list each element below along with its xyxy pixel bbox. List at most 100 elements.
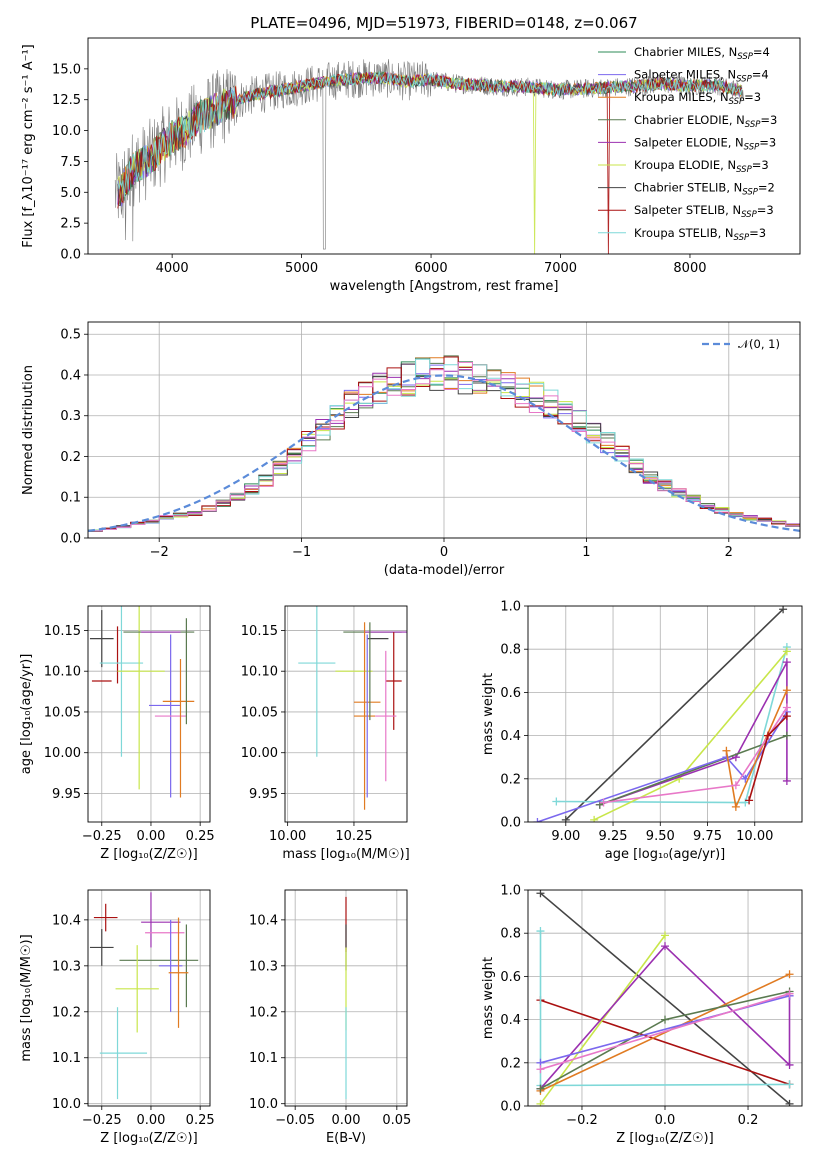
x-tick-label: −1 (292, 545, 311, 560)
x-axis-label: mass [log₁₀(M/M☉)] (282, 847, 409, 862)
residuals-panel: −2 −1 0 1 2 0.0 0.1 0.2 0.3 0.4 0.5 (data-model)/er… (21, 321, 801, 578)
weight-point-marker (785, 1060, 794, 1069)
x-tick-label: 0.00 (136, 829, 165, 844)
legend-label: Chabrier ELODIE, NSSP=3 (634, 113, 777, 130)
weight-point-marker (731, 781, 740, 790)
spectrum-panel: 4000 5000 6000 7000 8000 0.0 2.5 5.0 7.5 10.0 12.5… (21, 14, 801, 294)
x-axis-label: E(B-V) (326, 1131, 366, 1146)
x-tick-label: 0.00 (136, 1113, 165, 1128)
y-tick-label: 0.0 (500, 1100, 521, 1115)
weight-point-marker (782, 703, 791, 712)
y-tick-label: 1.0 (500, 600, 521, 615)
legend-label: Kroupa MILES, NSSP=3 (634, 90, 761, 107)
weight-point-marker (782, 776, 791, 785)
x-tick-label: 8000 (673, 261, 706, 276)
weight-point-marker (763, 731, 772, 740)
weight-vs-Z-frame (527, 889, 803, 1107)
x-tick-label: 0.0 (655, 1113, 676, 1128)
y-tick-label: 10.1 (52, 1051, 81, 1066)
weight-vs-Z-panel: −0.2 0.0 0.2 0.0 0.2 0.4 0.6 0.8 1.0 Z [log₁₀(Z/Z… (481, 884, 803, 1146)
x-tick-label: 6000 (415, 261, 448, 276)
weight-point-marker (782, 731, 791, 740)
weight-point-marker (782, 712, 791, 721)
y-tick-label: 9.95 (52, 787, 81, 802)
x-tick-label: 0.00 (332, 1113, 361, 1128)
x-axis-label: (data-model)/error (384, 563, 505, 578)
x-tick-label: 5000 (285, 261, 318, 276)
y-tick-label: 2.5 (60, 217, 81, 232)
weight-point-marker (779, 606, 788, 614)
x-tick-label: 9.75 (693, 829, 722, 844)
y-tick-label: 0.1 (60, 491, 81, 506)
x-axis-label: Z [log₁₀(Z/Z☉)] (100, 1131, 197, 1146)
y-tick-label: 0.4 (500, 729, 521, 744)
y-tick-label: 10.2 (52, 1005, 81, 1020)
x-tick-label: 7000 (544, 261, 577, 276)
x-tick-label: 10.00 (736, 829, 773, 844)
y-tick-label: 0.6 (500, 970, 521, 985)
weight-point-marker (785, 1099, 794, 1106)
age-vs-mass-frame (284, 605, 408, 823)
residuals-frame (87, 321, 801, 539)
y-tick-label: 10.0 (249, 1097, 278, 1112)
y-tick-label: 0.8 (500, 643, 521, 658)
mass-vs-Z-panel: −0.25 0.00 0.25 10.0 10.1 10.2 10.3 10.4 Z [log₁… (19, 889, 215, 1146)
y-tick-label: 10.05 (44, 705, 81, 720)
weight-vs-age-plot-area (528, 606, 802, 822)
y-axis-label: mass weight (481, 957, 496, 1039)
x-tick-label: 2 (725, 545, 733, 560)
weight-point-marker (561, 815, 570, 822)
weight-point-marker (536, 1099, 545, 1106)
spectrum-legend: Chabrier MILES, NSSP=4 Salpeter MILES, NS… (598, 45, 777, 243)
y-tick-label: 10.4 (249, 913, 278, 928)
mass-vs-Z-frame (87, 889, 211, 1107)
weight-point-marker (536, 927, 545, 936)
x-tick-label: 0.25 (186, 829, 215, 844)
legend-label: Kroupa STELIB, NSSP=3 (634, 226, 766, 243)
weight-point-marker (536, 890, 545, 898)
x-axis-label: Z [log₁₀(Z/Z☉)] (616, 1131, 713, 1146)
y-tick-label: 10.2 (249, 1005, 278, 1020)
y-tick-label: 10.00 (44, 746, 81, 761)
x-tick-label: −2 (150, 545, 169, 560)
y-tick-label: 10.3 (249, 959, 278, 974)
x-axis-label: wavelength [Angstrom, rest frame] (330, 279, 559, 294)
weight-series-line (599, 661, 788, 806)
y-tick-label: 0.0 (60, 248, 81, 263)
weight-series-line (540, 973, 790, 1092)
y-axis-label: Flux [f_λ10⁻¹⁷ erg cm⁻² s⁻¹ A⁻¹] (21, 44, 36, 248)
y-tick-label: 10.3 (52, 959, 81, 974)
weight-point-marker (661, 1015, 669, 1024)
legend-label: Kroupa ELODIE, NSSP=3 (634, 158, 769, 175)
chart-title: PLATE=0496, MJD=51973, FIBERID=0148, z=0… (250, 14, 637, 32)
y-axis-label: Normed distribution (21, 365, 36, 495)
weight-point-marker (785, 970, 794, 979)
weight-point-marker (536, 1084, 545, 1093)
y-tick-label: 10.0 (52, 1097, 81, 1112)
y-tick-label: 10.4 (52, 913, 81, 928)
mass-vs-EBV-plot-area (285, 890, 407, 1106)
weight-point-marker (599, 798, 608, 807)
weight-series-line (565, 608, 784, 821)
x-tick-label: 10.00 (269, 829, 306, 844)
residuals-plot-area (88, 322, 800, 538)
x-tick-label: 0.05 (382, 1113, 411, 1128)
x-tick-label: 4000 (156, 261, 189, 276)
y-tick-label: 0.5 (60, 328, 81, 343)
x-tick-label: 10.25 (335, 829, 372, 844)
x-axis-label: age [log₁₀(age/yr)] (605, 847, 726, 862)
x-tick-label: 9.25 (599, 829, 628, 844)
weight-series-line (539, 934, 666, 1105)
y-tick-label: 0.2 (500, 772, 521, 787)
y-axis-label: mass [log₁₀(M/M☉)] (19, 934, 34, 1061)
age-vs-Z-plot-area (88, 606, 210, 822)
x-tick-label: 9.00 (551, 829, 580, 844)
y-tick-label: 0.8 (500, 927, 521, 942)
x-tick-label: 1 (582, 545, 590, 560)
x-tick-label: 9.50 (646, 829, 675, 844)
spectrum-frame (87, 37, 801, 255)
y-axis-label: mass weight (481, 673, 496, 755)
weight-series-line (539, 892, 791, 1105)
y-tick-label: 12.5 (52, 93, 81, 108)
